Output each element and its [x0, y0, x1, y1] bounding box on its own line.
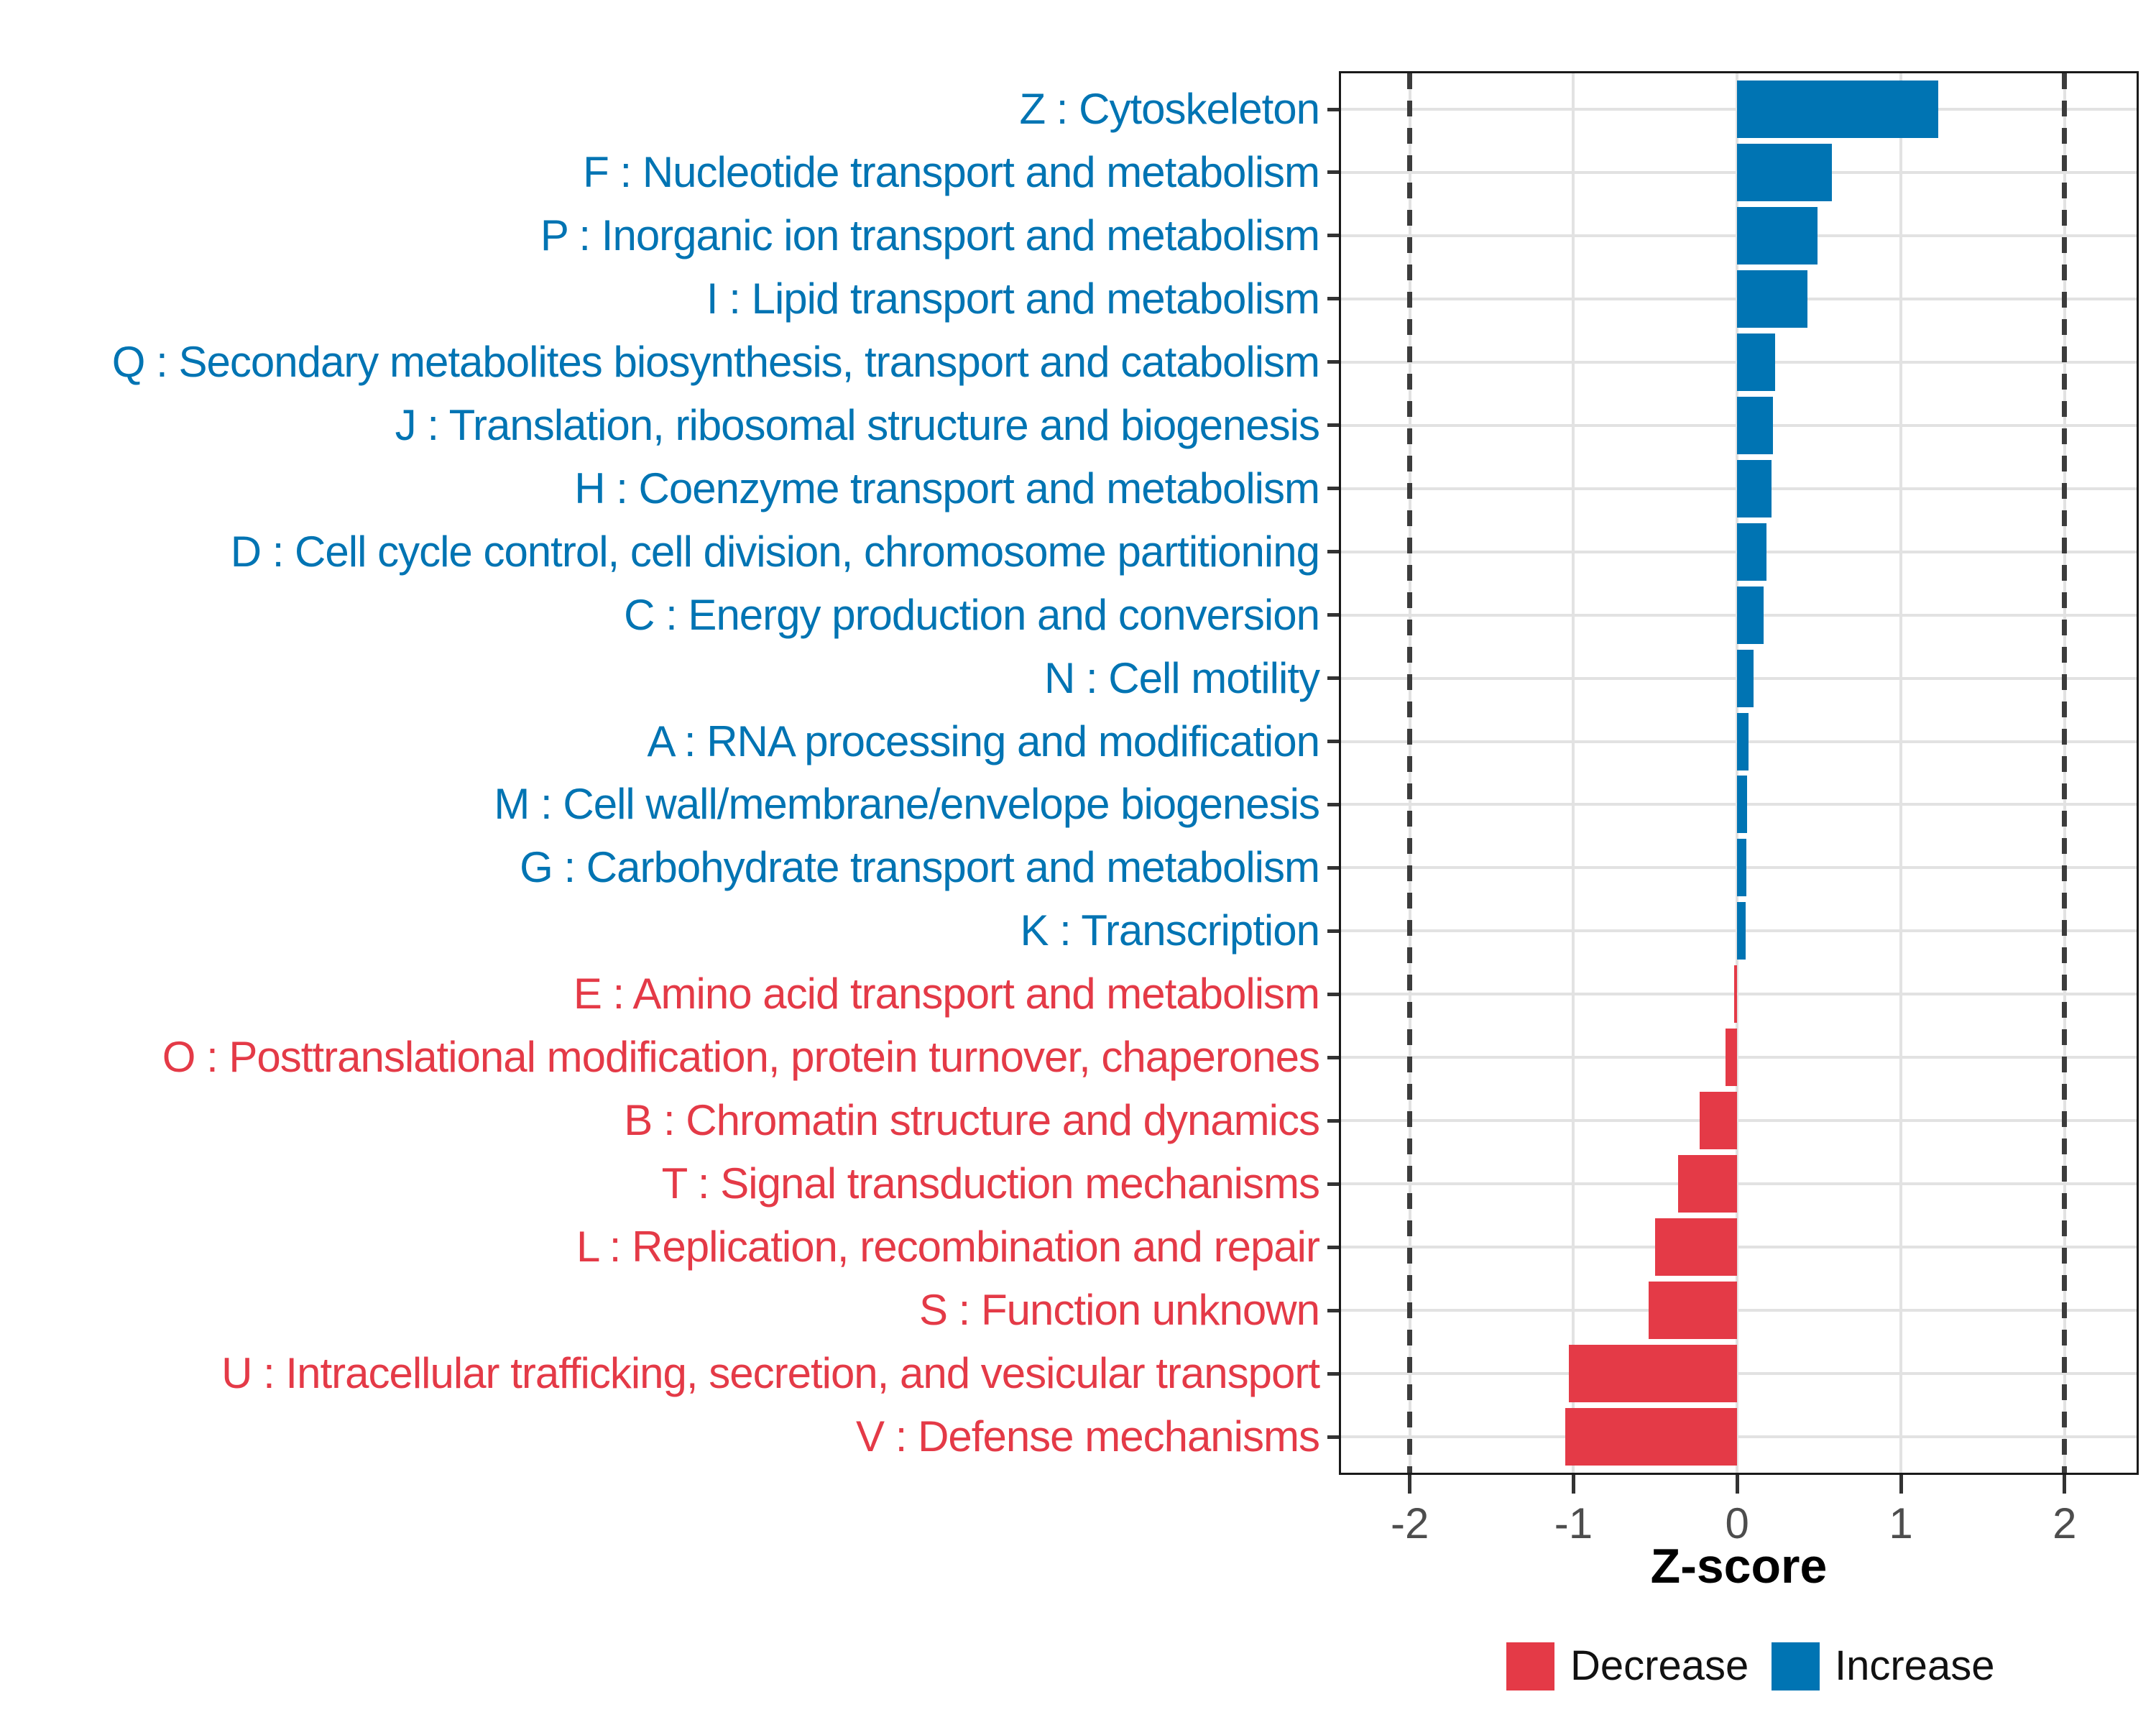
- bar-F: [1737, 143, 1833, 201]
- x-tick: [1899, 1475, 1903, 1494]
- bar-N: [1737, 649, 1754, 707]
- bar-U: [1568, 1345, 1738, 1403]
- category-label: E : Amino acid transport and metabolism: [573, 970, 1320, 1018]
- gridline-row: [1341, 1182, 2137, 1186]
- legend: Decrease Increase: [0, 1637, 2156, 1695]
- y-tick: [1327, 1055, 1339, 1059]
- y-tick: [1327, 360, 1339, 364]
- y-tick: [1327, 1435, 1339, 1439]
- y-tick: [1327, 613, 1339, 617]
- category-label: I : Lipid transport and metabolism: [706, 274, 1320, 323]
- gridline-x--1: [1572, 73, 1575, 1473]
- plot-panel: [1339, 71, 2139, 1475]
- y-tick: [1327, 1371, 1339, 1376]
- gridline-row: [1341, 1119, 2137, 1123]
- category-label: B : Chromatin structure and dynamics: [624, 1096, 1320, 1145]
- category-label: L : Replication, recombination and repai…: [576, 1223, 1320, 1271]
- legend-swatch-increase: [1772, 1642, 1820, 1690]
- x-tick: [1571, 1475, 1575, 1494]
- bar-D: [1737, 523, 1767, 581]
- bar-H: [1737, 459, 1772, 518]
- category-label: Q : Secondary metabolites biosynthesis, …: [111, 337, 1320, 386]
- x-tick: [1735, 1475, 1739, 1494]
- category-label: P : Inorganic ion transport and metaboli…: [540, 211, 1320, 259]
- bar-B: [1699, 1092, 1738, 1150]
- bar-V: [1565, 1408, 1738, 1466]
- bar-S: [1649, 1282, 1738, 1340]
- y-tick: [1327, 802, 1339, 806]
- y-tick: [1327, 1182, 1339, 1186]
- category-label: S : Function unknown: [918, 1286, 1320, 1335]
- gridline-row: [1341, 1309, 2137, 1312]
- bar-J: [1737, 396, 1774, 454]
- category-label: C : Energy production and conversion: [624, 590, 1320, 639]
- category-label: U : Intracellular trafficking, secretion…: [221, 1349, 1320, 1398]
- gridline-row: [1341, 1056, 2137, 1059]
- y-tick: [1327, 297, 1339, 301]
- category-label: D : Cell cycle control, cell division, c…: [230, 527, 1320, 576]
- bar-O: [1726, 1029, 1738, 1087]
- category-label: F : Nucleotide transport and metabolism: [583, 147, 1320, 196]
- category-label: J : Translation, ribosomal structure and…: [395, 400, 1320, 449]
- x-tick: [1408, 1475, 1412, 1494]
- bar-E: [1733, 965, 1738, 1024]
- category-label: O : Posttranslational modification, prot…: [162, 1033, 1320, 1082]
- bar-I: [1737, 270, 1808, 328]
- y-tick: [1327, 1118, 1339, 1123]
- x-tick-label: 0: [1725, 1499, 1749, 1547]
- category-label: Z : Cytoskeleton: [1019, 85, 1320, 133]
- legend-label-decrease: Decrease: [1570, 1642, 1749, 1689]
- gridline-row: [1341, 1435, 2137, 1438]
- category-label: T : Signal transduction mechanisms: [661, 1159, 1320, 1208]
- x-tick-label: -2: [1390, 1499, 1429, 1547]
- gridline-x-1: [1899, 73, 1902, 1473]
- bar-L: [1655, 1218, 1738, 1276]
- category-label: M : Cell wall/membrane/envelope biogenes…: [494, 780, 1320, 829]
- y-tick: [1327, 929, 1339, 933]
- y-tick: [1327, 550, 1339, 554]
- bar-C: [1737, 586, 1764, 644]
- bar-T: [1678, 1155, 1738, 1213]
- gridline-row: [1341, 993, 2137, 996]
- bar-K: [1737, 902, 1746, 960]
- y-tick: [1327, 1308, 1339, 1312]
- gridline-row: [1341, 1372, 2137, 1376]
- gridline-row: [1341, 1246, 2137, 1249]
- bar-A: [1737, 712, 1749, 770]
- category-label: G : Carbohydrate transport and metabolis…: [520, 843, 1320, 892]
- category-label: N : Cell motility: [1044, 653, 1320, 702]
- y-tick: [1327, 107, 1339, 111]
- y-tick: [1327, 740, 1339, 744]
- y-tick: [1327, 234, 1339, 238]
- gridline-x-0: [1736, 73, 1739, 1473]
- category-label: A : RNA processing and modification: [647, 717, 1320, 765]
- bar-Z: [1737, 80, 1939, 138]
- category-label: K : Transcription: [1020, 906, 1320, 955]
- x-tick: [2063, 1475, 2067, 1494]
- y-tick: [1327, 865, 1339, 870]
- y-tick: [1327, 992, 1339, 996]
- x-tick-label: 2: [2053, 1499, 2077, 1547]
- y-tick: [1327, 170, 1339, 175]
- y-tick: [1327, 487, 1339, 491]
- bar-G: [1737, 839, 1746, 897]
- dashed-reference-line--2: [1407, 73, 1413, 1473]
- x-axis-title: Z-score: [1650, 1539, 1828, 1593]
- legend-label-increase: Increase: [1835, 1642, 1995, 1689]
- bar-P: [1737, 206, 1818, 264]
- bar-M: [1737, 776, 1747, 834]
- dashed-reference-line-2: [2062, 73, 2068, 1473]
- bar-Q: [1737, 333, 1775, 391]
- legend-swatch-decrease: [1506, 1642, 1554, 1690]
- x-tick-label: 1: [1889, 1499, 1913, 1547]
- y-tick: [1327, 676, 1339, 681]
- category-label: H : Coenzyme transport and metabolism: [574, 464, 1320, 512]
- y-tick: [1327, 1245, 1339, 1249]
- x-tick-label: -1: [1554, 1499, 1593, 1547]
- category-label: V : Defense mechanisms: [856, 1412, 1320, 1460]
- y-tick: [1327, 423, 1339, 428]
